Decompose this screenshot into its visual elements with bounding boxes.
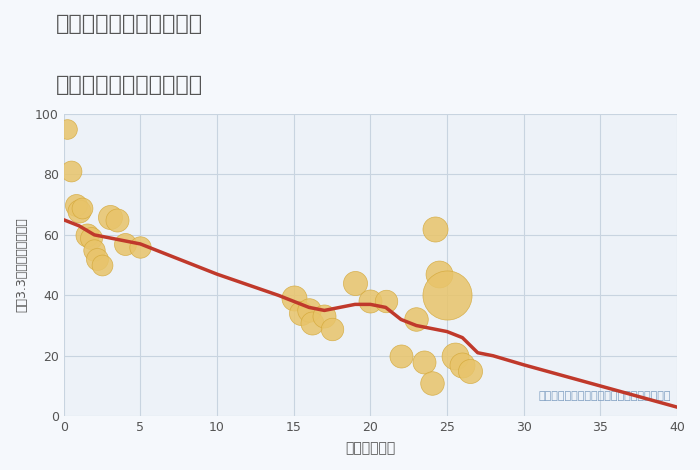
Text: 円の大きさは、取引のあった物件面積を示す: 円の大きさは、取引のあった物件面積を示す <box>538 391 671 401</box>
Point <box>426 379 438 387</box>
Point <box>419 358 430 366</box>
Point <box>449 352 461 360</box>
Point <box>92 255 103 263</box>
Point <box>61 125 72 133</box>
Y-axis label: 平（3.3㎡）単価（万円）: 平（3.3㎡）単価（万円） <box>15 218 28 313</box>
Point <box>365 298 376 305</box>
Point <box>76 204 88 212</box>
Point <box>349 280 360 287</box>
Point <box>85 234 97 242</box>
Point <box>395 352 407 360</box>
Point <box>74 207 85 214</box>
Point <box>288 295 300 302</box>
Point <box>112 216 123 224</box>
Point <box>380 298 391 305</box>
Point <box>135 243 146 251</box>
Point <box>97 261 108 269</box>
Text: 三重県四日市市山城町の: 三重県四日市市山城町の <box>56 14 203 34</box>
Point <box>326 325 337 332</box>
Point <box>303 306 314 314</box>
Point <box>464 367 475 375</box>
Text: 築年数別中古戸建て価格: 築年数別中古戸建て価格 <box>56 75 203 95</box>
Point <box>429 225 440 233</box>
Point <box>89 246 100 254</box>
Point <box>120 240 131 248</box>
Point <box>307 319 318 326</box>
X-axis label: 築年数（年）: 築年数（年） <box>345 441 396 455</box>
Point <box>318 313 330 320</box>
Point <box>296 310 307 317</box>
Point <box>66 168 77 175</box>
Point <box>81 231 92 239</box>
Point <box>457 361 468 368</box>
Point <box>442 291 453 299</box>
Point <box>104 213 116 220</box>
Point <box>411 316 422 323</box>
Point <box>70 201 81 208</box>
Point <box>434 270 445 278</box>
